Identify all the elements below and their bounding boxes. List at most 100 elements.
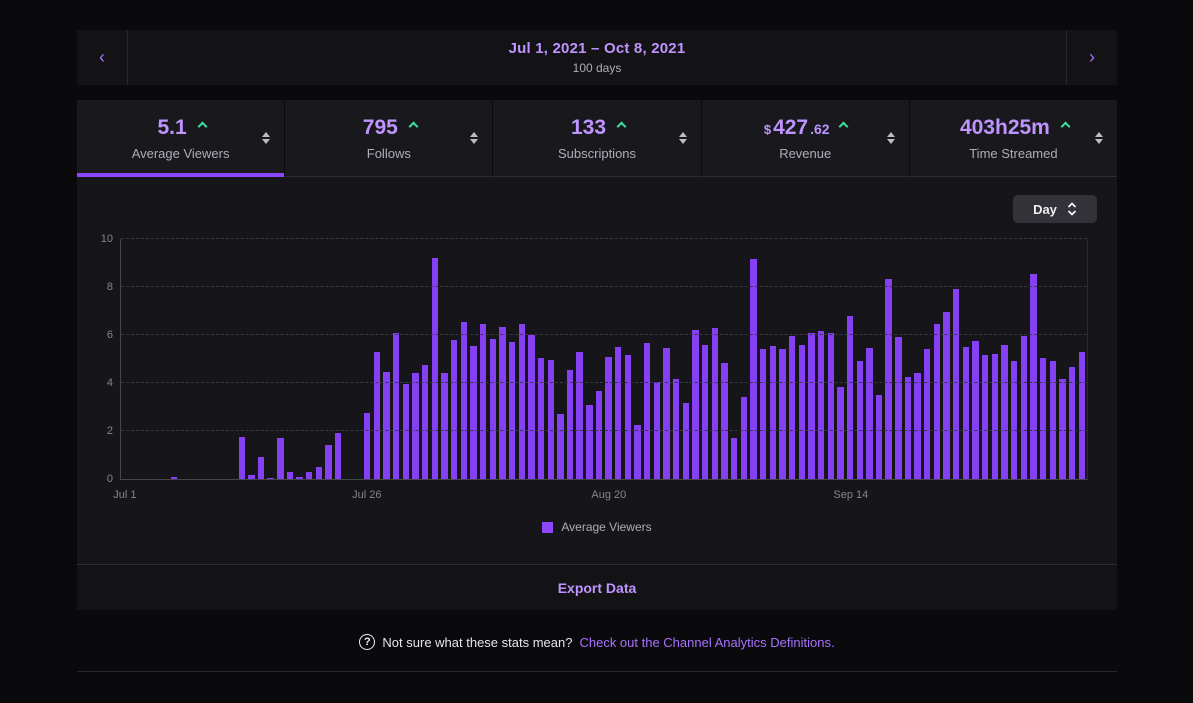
chart-bar[interactable] (431, 258, 438, 479)
chart-bar[interactable] (982, 355, 989, 479)
chart-bar[interactable] (450, 339, 458, 479)
chart-bar[interactable] (885, 278, 892, 479)
chart-bar[interactable] (364, 413, 371, 479)
chart-bar[interactable] (296, 476, 303, 479)
chart-bar[interactable] (421, 365, 429, 479)
chart-bar[interactable] (1011, 361, 1018, 479)
chart-bar[interactable] (306, 471, 313, 479)
chart-bar[interactable] (953, 289, 960, 479)
chart-bar[interactable] (315, 467, 323, 479)
chart-bar[interactable] (759, 349, 767, 479)
chart-bar[interactable] (624, 355, 632, 479)
chart-bar[interactable] (373, 351, 381, 479)
chart-bar[interactable] (537, 357, 545, 479)
chart-bar[interactable] (557, 414, 564, 479)
sort-stepper-icon[interactable] (1095, 132, 1104, 144)
chart-bar[interactable] (817, 331, 825, 479)
chart-bar[interactable] (663, 348, 670, 479)
chart-bar[interactable] (576, 351, 583, 479)
chart-bar[interactable] (837, 386, 844, 479)
chart-bar[interactable] (962, 347, 970, 479)
chart-bar[interactable] (856, 361, 863, 479)
chart-bar[interactable] (682, 403, 690, 479)
chart-bar[interactable] (644, 343, 651, 479)
chart-bar[interactable] (692, 330, 699, 479)
chart-bar[interactable] (769, 345, 776, 479)
chart-bar[interactable] (528, 335, 535, 479)
chart-bar[interactable] (479, 324, 487, 479)
chart-bar[interactable] (1059, 379, 1066, 479)
chart-bar[interactable] (393, 332, 400, 479)
chart-bar[interactable] (615, 347, 622, 479)
chart-bar[interactable] (286, 471, 294, 479)
chart-bar[interactable] (943, 312, 950, 479)
tab-revenue[interactable]: $ 427 .62 Revenue (701, 100, 910, 177)
next-period-button[interactable]: › (1067, 30, 1117, 85)
chart-bar[interactable] (1068, 367, 1076, 479)
chart-bar[interactable] (875, 395, 883, 479)
chart-bar[interactable] (325, 445, 332, 479)
chart-bar[interactable] (798, 344, 805, 479)
chart-bar[interactable] (1030, 273, 1037, 479)
prev-period-button[interactable]: ‹ (77, 30, 127, 85)
sort-stepper-icon[interactable] (678, 132, 687, 144)
chart-bar[interactable] (257, 457, 265, 479)
chart-bar[interactable] (895, 337, 902, 479)
chart-bar[interactable] (238, 437, 245, 479)
sort-stepper-icon[interactable] (470, 132, 479, 144)
tab-average-viewers[interactable]: 5.1 Average Viewers (77, 100, 286, 177)
chart-bar[interactable] (779, 349, 786, 479)
chart-bar[interactable] (508, 342, 516, 479)
tab-follows[interactable]: 795 Follows (285, 100, 494, 177)
chart-bar[interactable] (972, 341, 979, 479)
tab-subscriptions[interactable]: 133 Subscriptions (493, 100, 702, 177)
chart-bar[interactable] (702, 344, 709, 479)
chart-bar[interactable] (1039, 357, 1047, 479)
chart-bar[interactable] (721, 362, 728, 479)
chart-bar[interactable] (711, 327, 719, 479)
chart-bar[interactable] (489, 338, 496, 479)
date-range-display[interactable]: Jul 1, 2021 – Oct 8, 2021 100 days (127, 30, 1067, 85)
chart-bar[interactable] (412, 373, 419, 479)
chart-bar[interactable] (750, 259, 757, 479)
chart-bar[interactable] (933, 324, 941, 479)
chart-bar[interactable] (827, 332, 834, 479)
chart-bar[interactable] (470, 345, 477, 479)
chart-bar[interactable] (846, 315, 854, 479)
chart-bar[interactable] (605, 356, 612, 479)
export-data-button[interactable]: Export Data (557, 579, 637, 596)
sort-stepper-icon[interactable] (262, 132, 271, 144)
chart-bar[interactable] (1020, 336, 1028, 479)
chart-bar[interactable] (924, 349, 931, 479)
chart-bar[interactable] (248, 475, 255, 479)
chart-bar[interactable] (634, 425, 641, 479)
chart-bar[interactable] (808, 332, 815, 479)
analytics-definitions-link[interactable]: Check out the Channel Analytics Definiti… (579, 634, 835, 650)
chart-bar[interactable] (383, 372, 390, 479)
chart-bar[interactable] (595, 391, 603, 479)
chart-bar[interactable] (441, 373, 448, 479)
chart-bar[interactable] (460, 321, 467, 479)
tab-time-streamed[interactable]: 403h25m Time Streamed (909, 100, 1118, 177)
chart-bar[interactable] (586, 404, 593, 479)
chart-bar[interactable] (1001, 344, 1008, 479)
chart-bar[interactable] (1078, 351, 1085, 479)
chart-bar[interactable] (335, 433, 342, 479)
chart-bar[interactable] (866, 348, 873, 479)
chart-bar[interactable] (267, 477, 274, 479)
chart-bar[interactable] (788, 336, 796, 479)
chart-bar[interactable] (170, 477, 178, 479)
chart-bar[interactable] (914, 373, 921, 479)
chart-bar[interactable] (547, 360, 554, 479)
chart-bar[interactable] (499, 326, 506, 479)
chart-bar[interactable] (566, 369, 574, 479)
chart-bar[interactable] (1049, 361, 1056, 479)
chart-bar[interactable] (402, 384, 410, 479)
chart-bar[interactable] (730, 438, 738, 479)
chart-bar[interactable] (277, 438, 284, 479)
chart-bar[interactable] (991, 354, 999, 479)
chart-bar[interactable] (518, 324, 525, 479)
granularity-select[interactable]: Day (1013, 195, 1097, 223)
chart-bar[interactable] (904, 377, 912, 479)
chart-bar[interactable] (740, 397, 747, 479)
